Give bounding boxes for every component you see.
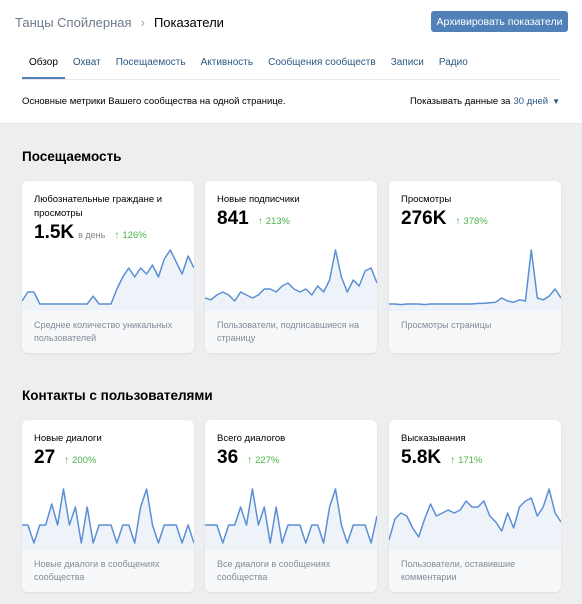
card-title: Просмотры	[401, 194, 452, 205]
tab-activity[interactable]: Активность	[200, 57, 254, 68]
card-title: Высказывания	[401, 433, 466, 444]
metric-value: 1.5K	[34, 222, 75, 243]
arrow-up-icon: ↑	[455, 216, 461, 227]
sparkline-line	[389, 249, 561, 306]
card-footer-text: Просмотры страницы	[401, 320, 492, 330]
chevron-right-icon: ›	[140, 15, 145, 30]
tab-attendance[interactable]: Посещаемость	[115, 57, 186, 68]
sparkline-chart	[389, 249, 561, 311]
metric-row: 1.5K в день ↑ 126%	[34, 222, 147, 244]
card-footer-text: Среднее количество уникальных пользовате…	[34, 320, 173, 343]
metric-unit: в день	[78, 230, 106, 240]
metric-row: 276K ↑ 378%	[401, 208, 488, 230]
sparkline-chart	[389, 488, 561, 550]
card-title: Новые подписчики	[217, 194, 300, 205]
header-panel: Танцы Спойлерная › Показатели Архивирова…	[0, 0, 582, 124]
subscribers-card[interactable]: Новые подписчики 841 ↑ 213% Пользователи, по…	[205, 181, 377, 353]
visitors-card[interactable]: Любознательные граждане и просмотры 1.5K в…	[22, 181, 194, 353]
tab-community-messages[interactable]: Сообщения сообществ	[268, 57, 376, 68]
sparkline-line	[22, 249, 194, 305]
breadcrumb-parent-link[interactable]: Танцы Спойлерная	[15, 15, 132, 30]
growth-indicator: ↑ 227%	[247, 455, 279, 466]
sparkline-area	[389, 489, 561, 550]
sparkline-chart	[205, 249, 377, 311]
all-dialogs-card[interactable]: Всего диалогов 36 ↑ 227% Все диалоги в сообщ…	[205, 420, 377, 592]
growth-indicator: ↑ 200%	[64, 455, 96, 466]
growth-value: 171%	[458, 455, 483, 466]
metric-row: 36 ↑ 227%	[217, 447, 279, 469]
sparkline-line	[22, 488, 194, 544]
sparkline-area	[389, 250, 561, 311]
card-footer: Пользователи, подписавшиеся на страницу	[205, 311, 377, 353]
page-title: Показатели	[153, 15, 224, 30]
section-title-contacts: Контакты с пользователями	[22, 388, 213, 403]
tab-bar: Обзор Охват Посещаемость Активность Сооб…	[22, 52, 476, 79]
card-footer: Пользователи, оставившие комментарии	[389, 550, 561, 592]
sparkline-line	[205, 488, 377, 544]
card-title: Всего диалогов	[217, 433, 286, 444]
growth-value: 227%	[255, 455, 280, 466]
sparkline-chart	[22, 249, 194, 311]
card-footer: Все диалоги в сообщениях сообщества	[205, 550, 377, 592]
metric-value: 5.8K	[401, 447, 442, 468]
metric-value: 27	[34, 447, 56, 468]
growth-indicator: ↑ 213%	[258, 216, 290, 227]
breadcrumb: Танцы Спойлерная › Показатели	[15, 15, 224, 30]
arrow-up-icon: ↑	[450, 455, 456, 466]
tabs-divider	[22, 79, 560, 80]
tab-reach[interactable]: Охват	[72, 57, 101, 68]
metric-value: 36	[217, 447, 239, 468]
arrow-up-icon: ↑	[247, 455, 253, 466]
card-footer-text: Пользователи, оставившие комментарии	[401, 559, 516, 582]
arrow-up-icon: ↑	[64, 455, 70, 466]
arrow-up-icon: ↑	[257, 216, 263, 227]
metric-value: 841	[217, 208, 249, 229]
period-label: Показывать данные за	[409, 96, 511, 107]
card-title: Новые диалоги	[34, 433, 102, 444]
sparkline-line	[205, 249, 377, 302]
section-title-attendance: Посещаемость	[22, 149, 122, 164]
page-description: Основные метрики Вашего сообщества на од…	[22, 96, 286, 107]
metric-row: 27 ↑ 200%	[34, 447, 96, 469]
sparkline-area	[205, 250, 377, 311]
period-value[interactable]: 30 дней	[513, 96, 549, 107]
new-dialogs-card[interactable]: Новые диалоги 27 ↑ 200% Новые диалоги в сооб…	[22, 420, 194, 592]
card-title: Любознательные граждане и просмотры	[34, 194, 163, 219]
growth-indicator: ↑ 378%	[455, 216, 487, 227]
metric-row: 5.8K ↑ 171%	[401, 447, 482, 469]
growth-value: 200%	[72, 455, 97, 466]
arrow-up-icon: ↑	[114, 230, 120, 241]
card-footer-text: Пользователи, подписавшиеся на страницу	[217, 320, 359, 343]
card-footer: Новые диалоги в сообщениях сообщества	[22, 550, 194, 592]
growth-value: 378%	[463, 216, 488, 227]
card-footer: Просмотры страницы	[389, 311, 561, 353]
growth-indicator: ↑ 126%	[114, 230, 146, 241]
card-footer: Среднее количество уникальных пользовате…	[22, 311, 194, 353]
growth-indicator: ↑ 171%	[450, 455, 482, 466]
views-card[interactable]: Просмотры 276K ↑ 378% Просмотры страницы	[389, 181, 561, 353]
sparkline-area	[205, 489, 377, 550]
archive-button[interactable]: Архивировать показатели	[431, 11, 568, 32]
metric-row: 841 ↑ 213%	[217, 208, 290, 230]
period-selector[interactable]: Показывать данные за 30 дней ▼	[410, 96, 560, 107]
sparkline-line	[389, 488, 561, 541]
sparkline-chart	[205, 488, 377, 550]
sparkline-area	[22, 489, 194, 550]
card-footer-text: Все диалоги в сообщениях сообщества	[217, 559, 331, 582]
growth-value: 126%	[122, 230, 147, 241]
card-footer-text: Новые диалоги в сообщениях сообщества	[34, 559, 160, 582]
tab-posts[interactable]: Записи	[390, 57, 424, 68]
tab-radio[interactable]: Радио	[438, 57, 468, 68]
comments-card[interactable]: Высказывания 5.8K ↑ 171% Пользователи, остав…	[389, 420, 561, 592]
chevron-down-icon: ▼	[552, 97, 560, 106]
tab-overview[interactable]: Обзор	[22, 52, 65, 79]
metric-value: 276K	[401, 208, 447, 229]
sparkline-area	[22, 250, 194, 311]
sparkline-chart	[22, 488, 194, 550]
growth-value: 213%	[265, 216, 291, 227]
